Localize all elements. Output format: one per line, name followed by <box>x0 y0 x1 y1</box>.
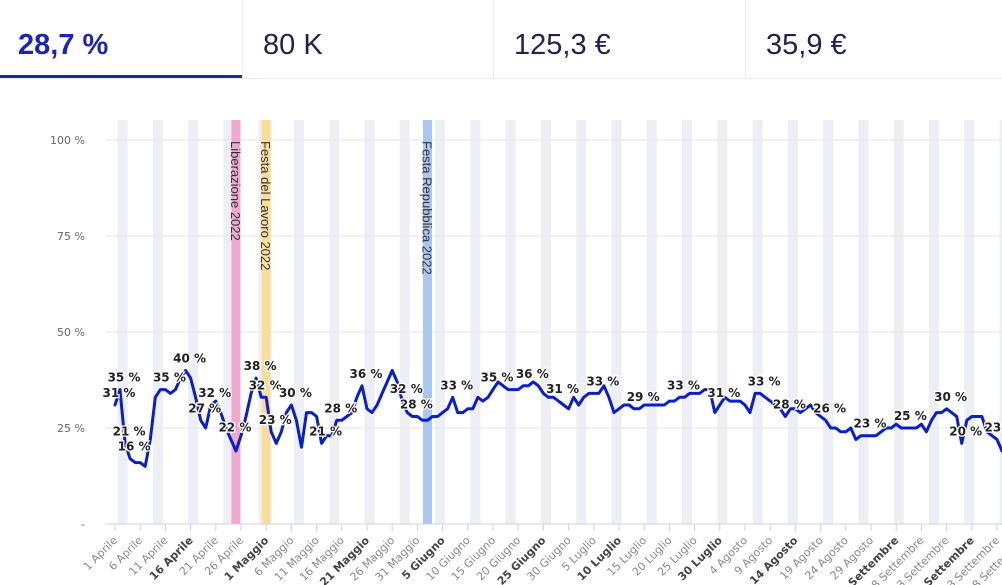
data-label: 20 % <box>949 424 982 438</box>
data-label: 38 % <box>244 359 277 373</box>
data-label: 30 % <box>934 390 967 404</box>
data-label: 28 % <box>400 397 433 411</box>
weekend-band <box>646 120 657 524</box>
y-tick-label: 100 % <box>50 134 85 147</box>
data-label: 29 % <box>627 390 660 404</box>
weekend-band <box>752 120 763 524</box>
kpi-tab-average-spend[interactable]: 35,9 € <box>746 0 1002 78</box>
kpi-tab-rate[interactable]: 28,7 % <box>0 0 243 78</box>
data-label: 31 % <box>546 382 579 396</box>
kpi-value: 35,9 € <box>766 29 847 61</box>
y-tick-label: - <box>81 518 85 531</box>
data-label: 23 % <box>259 413 292 427</box>
data-label: 28 % <box>773 397 806 411</box>
weekend-band <box>928 120 940 524</box>
holiday-band <box>422 120 432 524</box>
weekend-band <box>999 120 1002 524</box>
data-label: 33 % <box>586 374 619 388</box>
data-label: 23 % <box>854 417 887 431</box>
kpi-value: 80 K <box>263 29 323 61</box>
weekend-band <box>364 120 375 524</box>
data-label: 31 % <box>103 386 136 400</box>
holiday-label: Festa del Lavoro 2022 <box>258 141 274 271</box>
data-label: 25 % <box>894 409 927 423</box>
holiday-band <box>231 120 241 524</box>
y-tick-label: 25 % <box>57 422 85 435</box>
kpi-value: 28,7 % <box>18 29 109 61</box>
weekend-band <box>576 120 587 524</box>
data-label: 36 % <box>350 367 383 381</box>
series-line <box>113 368 1002 468</box>
data-label: 32 % <box>249 378 282 392</box>
kpi-value: 125,3 € <box>514 29 611 61</box>
weekend-band <box>787 120 798 524</box>
data-label: 30 % <box>279 386 312 400</box>
data-label: 16 % <box>118 440 151 454</box>
weekend-band <box>505 120 516 524</box>
weekend-band <box>152 120 163 524</box>
data-label: 22 % <box>218 421 251 435</box>
weekend-band <box>858 120 869 524</box>
weekend-band <box>964 120 975 524</box>
weekend-band <box>329 120 340 524</box>
data-label: 28 % <box>324 401 357 415</box>
data-label: 32 % <box>198 386 231 400</box>
weekend-band <box>893 120 904 524</box>
weekend-band <box>611 120 622 524</box>
y-tick-label: 75 % <box>57 230 85 243</box>
data-label: 35 % <box>153 371 186 385</box>
data-label: 21 % <box>113 424 146 438</box>
weekend-band <box>117 120 128 524</box>
holiday-band <box>261 120 271 524</box>
weekend-band <box>540 120 551 524</box>
kpi-tab-average-value[interactable]: 125,3 € <box>494 0 746 78</box>
data-label: 33 % <box>748 374 781 388</box>
data-label: 32 % <box>390 382 423 396</box>
kpi-tabs: 28,7 % 80 K 125,3 € 35,9 € <box>0 0 1002 79</box>
weekend-band <box>188 120 199 524</box>
data-label: 21 % <box>309 424 342 438</box>
weekend-band <box>823 120 834 524</box>
data-label: 40 % <box>173 351 206 365</box>
data-label: 26 % <box>813 401 846 415</box>
y-tick-label: 50 % <box>57 326 85 339</box>
weekend-band <box>293 120 304 524</box>
holiday-label: Festa Repubblica 2022 <box>419 141 435 275</box>
holiday-label: Liberazione 2022 <box>227 141 243 241</box>
weekend-band <box>435 120 446 524</box>
weekend-band <box>682 120 693 524</box>
data-label: 36 % <box>516 367 549 381</box>
data-label: 27 % <box>188 401 221 415</box>
data-label: 35 % <box>108 371 141 385</box>
data-label: 31 % <box>707 386 740 400</box>
kpi-tab-count[interactable]: 80 K <box>243 0 494 78</box>
weekend-band <box>470 120 481 524</box>
data-label: 23 % <box>985 421 1002 435</box>
weekend-band <box>223 120 234 524</box>
data-label: 35 % <box>481 371 514 385</box>
data-label: 33 % <box>440 378 473 392</box>
weekend-band <box>399 120 410 524</box>
data-label: 33 % <box>667 378 700 392</box>
weekend-band <box>717 120 728 524</box>
